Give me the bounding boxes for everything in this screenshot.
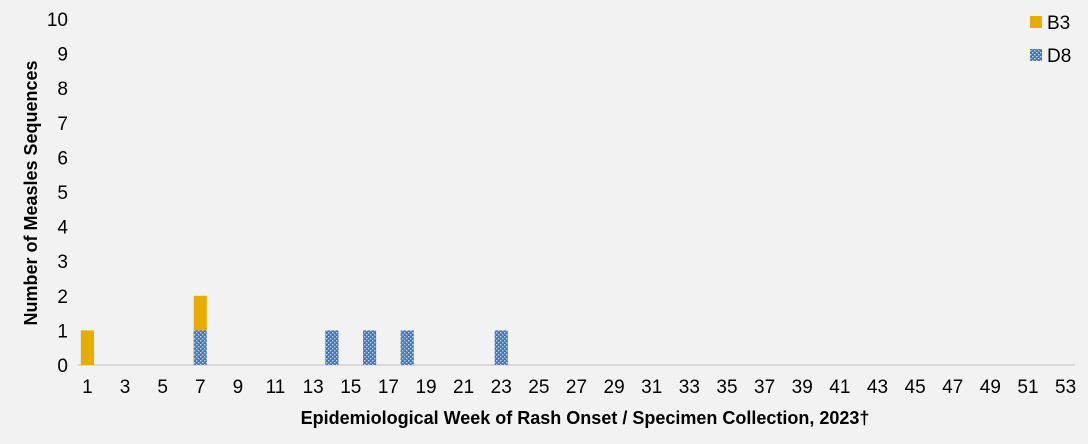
bar-d8-week-14 xyxy=(325,330,339,365)
x-tick-label: 47 xyxy=(942,377,963,398)
x-tick-label: 49 xyxy=(980,377,1001,398)
legend: B3 D8 xyxy=(1030,13,1071,67)
x-tick-label: 7 xyxy=(195,377,206,398)
y-tick-label: 0 xyxy=(57,356,68,377)
y-tick-label: 6 xyxy=(57,148,68,169)
x-tick-label: 9 xyxy=(233,377,244,398)
y-tick-label: 2 xyxy=(57,287,68,308)
legend-swatch-d8 xyxy=(1030,49,1042,61)
legend-label-b3: B3 xyxy=(1047,13,1070,34)
x-tick-label: 17 xyxy=(378,377,399,398)
bars xyxy=(80,295,508,365)
x-tick-label: 25 xyxy=(528,377,549,398)
y-tick-label: 8 xyxy=(57,79,68,100)
y-axis-title: Number of Measles Sequences xyxy=(21,60,41,325)
x-tick-label: 3 xyxy=(120,377,131,398)
x-tick-label: 45 xyxy=(905,377,926,398)
y-tick-label: 3 xyxy=(57,252,68,273)
bar-b3-week-1 xyxy=(80,330,94,365)
x-tick-label: 43 xyxy=(867,377,888,398)
x-axis-ticks: 1 3 5 7 9 11 13 15 17 19 21 23 25 27 29 31 33 35 37 39 41 43 4… xyxy=(82,377,1076,398)
x-tick-label: 35 xyxy=(716,377,737,398)
x-tick-label: 11 xyxy=(266,377,286,398)
legend-label-d8: D8 xyxy=(1047,46,1071,67)
x-tick-label: 41 xyxy=(829,377,850,398)
y-tick-label: 10 xyxy=(47,10,68,31)
bar-b3-week-7 xyxy=(193,295,207,331)
bar-d8-week-23 xyxy=(494,330,508,365)
bar-d8-week-16 xyxy=(362,330,377,365)
x-tick-label: 19 xyxy=(415,377,436,398)
x-tick-label: 51 xyxy=(1017,377,1038,398)
x-tick-label: 5 xyxy=(157,377,168,398)
x-tick-label: 23 xyxy=(491,377,512,398)
y-axis-ticks: 0 1 2 3 4 5 6 7 8 9 10 xyxy=(47,10,69,377)
y-tick-label: 5 xyxy=(57,183,68,204)
x-tick-label: 33 xyxy=(679,377,700,398)
x-tick-label: 13 xyxy=(303,377,324,398)
bar-d8-week-18 xyxy=(400,330,414,365)
x-tick-label: 27 xyxy=(566,377,587,398)
y-tick-label: 4 xyxy=(57,218,68,239)
x-tick-label: 53 xyxy=(1055,377,1076,398)
x-tick-label: 37 xyxy=(754,377,775,398)
y-tick-label: 1 xyxy=(57,321,68,342)
bar-d8-week-7 xyxy=(193,330,207,365)
x-tick-label: 29 xyxy=(604,377,625,398)
x-axis-title: Epidemiological Week of Rash Onset / Spe… xyxy=(301,408,870,428)
x-tick-label: 31 xyxy=(641,377,662,398)
legend-swatch-b3 xyxy=(1030,16,1042,28)
x-tick-label: 1 xyxy=(82,377,93,398)
x-tick-label: 39 xyxy=(792,377,813,398)
x-tick-label: 21 xyxy=(453,377,474,398)
y-tick-label: 7 xyxy=(57,114,68,135)
x-tick-label: 15 xyxy=(340,377,361,398)
y-tick-label: 9 xyxy=(57,45,68,66)
